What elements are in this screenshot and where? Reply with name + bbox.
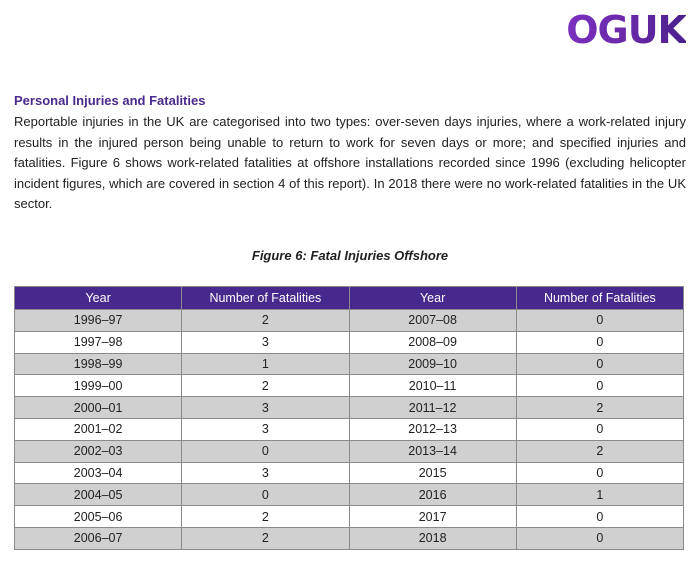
section-heading: Personal Injuries and Fatalities [14, 93, 206, 108]
fatalities-table: Year Number of Fatalities Year Number of… [13, 286, 685, 550]
table-row: 2001–02 3 2012–13 0 [13, 417, 685, 441]
cell-year-1: 2006–07 [13, 526, 183, 550]
table-row: 1999–00 2 2010–11 0 [13, 374, 685, 398]
cell-year-1: 2000–01 [13, 396, 183, 419]
cell-fatalities-2: 0 [515, 309, 685, 332]
cell-year-1: 1998–99 [13, 352, 183, 376]
table-row: 2000–01 3 2011–12 2 [13, 396, 685, 419]
header-fatalities-2: Number of Fatalities [515, 286, 685, 310]
table-row: 1996–97 2 2007–08 0 [13, 309, 685, 332]
cell-fatalities-1: 0 [181, 483, 350, 507]
cell-fatalities-1: 2 [181, 505, 350, 528]
cell-year-1: 2001–02 [13, 417, 183, 441]
body-paragraph: Reportable injuries in the UK are catego… [14, 114, 686, 211]
cell-fatalities-2: 0 [515, 417, 685, 441]
cell-fatalities-1: 2 [181, 374, 350, 398]
cell-year-2: 2017 [348, 505, 517, 528]
cell-fatalities-1: 3 [181, 417, 350, 441]
cell-fatalities-2: 0 [515, 352, 685, 376]
cell-fatalities-2: 0 [515, 374, 685, 398]
oguk-logo: OGUK [566, 8, 687, 52]
cell-year-2: 2013–14 [348, 439, 517, 463]
header-fatalities-1: Number of Fatalities [181, 286, 350, 310]
cell-year-1: 1996–97 [13, 309, 183, 332]
cell-year-1: 2005–06 [13, 505, 183, 528]
cell-year-1: 2004–05 [13, 483, 183, 507]
cell-year-2: 2010–11 [348, 374, 517, 398]
cell-year-2: 2018 [348, 526, 517, 550]
cell-fatalities-2: 2 [515, 396, 685, 419]
cell-fatalities-1: 2 [181, 526, 350, 550]
cell-fatalities-1: 3 [181, 461, 350, 485]
cell-year-1: 2002–03 [13, 439, 183, 463]
cell-year-1: 1997–98 [13, 330, 183, 354]
cell-year-2: 2007–08 [348, 309, 517, 332]
cell-year-1: 1999–00 [13, 374, 183, 398]
table-row: 1998–99 1 2009–10 0 [13, 352, 685, 376]
cell-year-2: 2015 [348, 461, 517, 485]
cell-year-2: 2009–10 [348, 352, 517, 376]
cell-fatalities-2: 2 [515, 439, 685, 463]
cell-fatalities-1: 0 [181, 439, 350, 463]
figure-caption: Figure 6: Fatal Injuries Offshore [251, 248, 449, 263]
cell-fatalities-2: 1 [515, 483, 685, 507]
cell-fatalities-1: 1 [181, 352, 350, 376]
header-year-2: Year [348, 286, 517, 310]
cell-year-1: 2003–04 [13, 461, 183, 485]
table-row: 2004–05 0 2016 1 [13, 483, 685, 507]
cell-fatalities-2: 0 [515, 330, 685, 354]
cell-fatalities-2: 0 [515, 526, 685, 550]
cell-fatalities-1: 3 [181, 396, 350, 419]
cell-fatalities-2: 0 [515, 461, 685, 485]
table-header-row: Year Number of Fatalities Year Number of… [13, 286, 685, 310]
table-row: 2002–03 0 2013–14 2 [13, 439, 685, 463]
cell-year-2: 2012–13 [348, 417, 517, 441]
cell-fatalities-1: 3 [181, 330, 350, 354]
cell-year-2: 2008–09 [348, 330, 517, 354]
cell-fatalities-1: 2 [181, 309, 350, 332]
table-row: 2003–04 3 2015 0 [13, 461, 685, 485]
table-row: 1997–98 3 2008–09 0 [13, 330, 685, 354]
table-row: 2005–06 2 2017 0 [13, 505, 685, 528]
cell-year-2: 2011–12 [348, 396, 517, 419]
table-row: 2006–07 2 2018 0 [13, 526, 685, 550]
cell-fatalities-2: 0 [515, 505, 685, 528]
cell-year-2: 2016 [348, 483, 517, 507]
header-year-1: Year [13, 286, 183, 310]
